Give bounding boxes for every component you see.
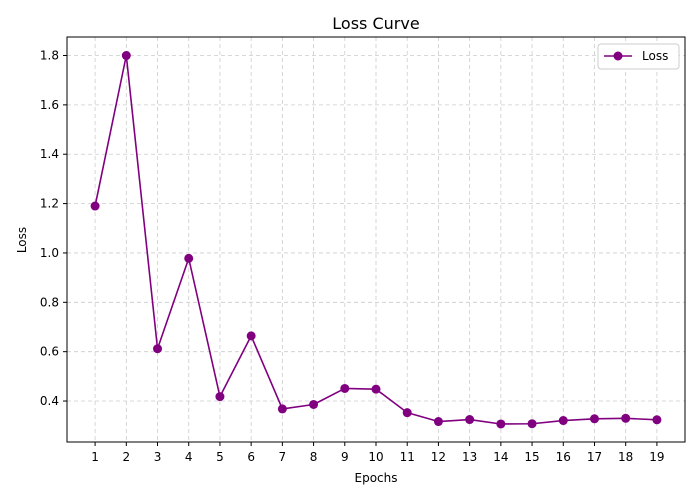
x-tick-label: 15 <box>524 450 539 464</box>
x-tick-label: 14 <box>493 450 508 464</box>
x-tick-label: 12 <box>431 450 446 464</box>
x-tick-label: 13 <box>462 450 477 464</box>
legend-marker-swatch <box>613 51 623 61</box>
data-point <box>496 419 506 429</box>
x-tick-label: 2 <box>122 450 130 464</box>
data-point <box>433 417 443 427</box>
x-axis-title: Epochs <box>355 471 398 485</box>
data-point <box>527 419 537 429</box>
x-tick-label: 5 <box>216 450 224 464</box>
data-point <box>340 383 350 393</box>
x-tick-label: 4 <box>185 450 193 464</box>
x-tick-label: 18 <box>618 450 633 464</box>
data-point <box>371 384 381 394</box>
data-point <box>652 415 662 425</box>
x-tick-label: 17 <box>587 450 602 464</box>
y-tick-label: 1.2 <box>40 197 59 211</box>
chart-title: Loss Curve <box>332 14 419 33</box>
x-tick-label: 11 <box>400 450 415 464</box>
y-tick-label: 0.8 <box>40 295 59 309</box>
x-tick-label: 7 <box>279 450 287 464</box>
x-tick-label: 8 <box>310 450 318 464</box>
y-tick-label: 1.8 <box>40 49 59 63</box>
y-tick-label: 1.0 <box>40 246 59 260</box>
legend-box <box>597 43 680 70</box>
legend-label-loss: Loss <box>642 49 668 63</box>
x-axis-ticks: 1 2 3 4 5 6 7 8 9 10 11 12 13 14 15 16 17 18 19 <box>91 442 665 464</box>
data-point <box>402 408 412 418</box>
x-tick-label: 10 <box>368 450 383 464</box>
series-layer <box>90 51 662 429</box>
data-point <box>621 413 631 423</box>
data-point <box>558 416 568 426</box>
x-tick-label: 1 <box>91 450 99 464</box>
data-point <box>184 253 194 263</box>
x-tick-label: 6 <box>247 450 255 464</box>
x-tick-label: 16 <box>556 450 571 464</box>
y-tick-label: 1.6 <box>40 98 59 112</box>
x-tick-label: 19 <box>649 450 664 464</box>
data-point <box>246 331 256 341</box>
data-point <box>309 399 319 409</box>
x-tick-label: 3 <box>154 450 162 464</box>
grid-lines <box>67 37 685 442</box>
y-tick-label: 0.4 <box>40 394 59 408</box>
data-point <box>215 392 225 402</box>
y-axis-title: Loss <box>15 227 29 253</box>
y-tick-label: 0.6 <box>40 345 59 359</box>
y-axis-ticks: 0.4 0.6 0.8 1.0 1.2 1.4 1.6 1.8 <box>40 49 67 408</box>
y-tick-label: 1.4 <box>40 147 59 161</box>
data-point <box>277 404 287 414</box>
data-point <box>90 201 100 211</box>
data-point <box>465 415 475 425</box>
legend: Loss <box>597 43 680 70</box>
data-point <box>153 344 163 354</box>
data-point <box>589 414 599 424</box>
data-point <box>121 51 131 61</box>
x-tick-label: 9 <box>341 450 349 464</box>
